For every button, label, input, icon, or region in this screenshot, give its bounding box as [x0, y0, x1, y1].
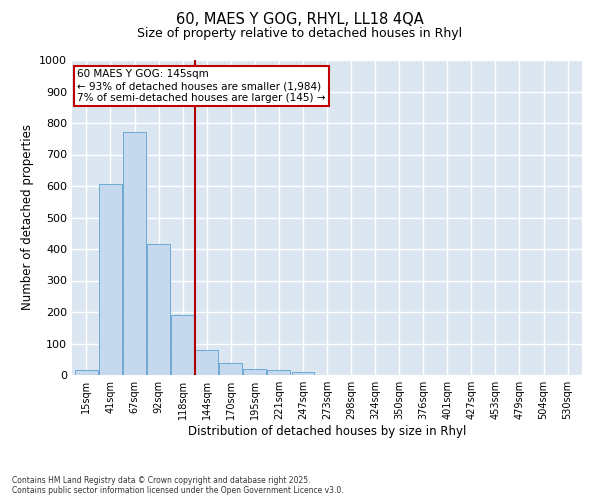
Bar: [244, 368, 266, 375]
Bar: [220, 363, 242, 375]
Bar: [195, 350, 218, 375]
Y-axis label: Number of detached properties: Number of detached properties: [20, 124, 34, 310]
Bar: [75, 370, 98, 375]
Bar: [147, 244, 170, 375]
Bar: [99, 184, 122, 375]
Text: 60 MAES Y GOG: 145sqm
← 93% of detached houses are smaller (1,984)
7% of semi-de: 60 MAES Y GOG: 145sqm ← 93% of detached …: [77, 70, 326, 102]
Text: 60, MAES Y GOG, RHYL, LL18 4QA: 60, MAES Y GOG, RHYL, LL18 4QA: [176, 12, 424, 28]
Bar: [268, 370, 290, 375]
Bar: [123, 132, 146, 375]
Text: Size of property relative to detached houses in Rhyl: Size of property relative to detached ho…: [137, 28, 463, 40]
Text: Contains HM Land Registry data © Crown copyright and database right 2025.
Contai: Contains HM Land Registry data © Crown c…: [12, 476, 344, 495]
X-axis label: Distribution of detached houses by size in Rhyl: Distribution of detached houses by size …: [188, 425, 466, 438]
Bar: [171, 315, 194, 375]
Bar: [292, 372, 314, 375]
